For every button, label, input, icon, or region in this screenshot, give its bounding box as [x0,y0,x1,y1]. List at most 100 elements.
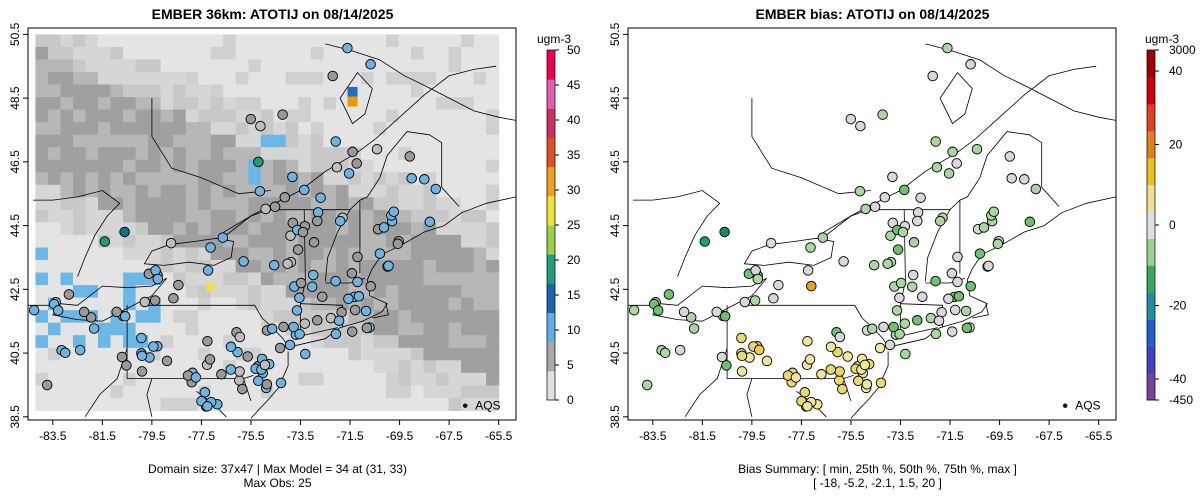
bias-station-marker [802,401,813,412]
grid-cell [260,72,274,86]
bias-station-marker [879,192,891,203]
grid-cell [348,222,362,236]
grid-cell [73,97,87,111]
bias-y-tick-label: 44.5 [608,214,622,238]
grid-cell [148,122,162,136]
grid-cell [473,147,487,161]
grid-cell [35,159,49,173]
grid-cell [185,310,199,324]
grid-cell [348,184,362,198]
grid-cell [285,159,299,173]
grid-cell [73,172,87,186]
grid-cell [310,122,324,136]
station-marker [165,237,177,249]
grid-cell [461,34,475,48]
grid-cell [210,222,224,236]
grid-cell [486,159,500,173]
grid-cell [323,360,337,374]
grid-cell [198,34,212,48]
bias-station-marker [866,323,878,335]
grid-cell [373,272,387,286]
grid-cell [486,310,500,324]
station-marker [424,216,436,228]
bias-station-marker [739,296,751,308]
bias-colorbar-segment [1147,50,1155,78]
grid-cell [235,109,249,123]
grid-cell [223,272,237,286]
grid-cell [123,59,137,73]
model-map-panel: EMBER 36km: ATOTIJ on 08/14/2025 -83.5 -8… [8,6,581,490]
grid-cell [160,122,174,136]
station-marker [317,291,328,302]
station-marker [234,375,245,386]
bias-colorbar-segment [1147,157,1155,186]
bias-station-marker [908,237,920,248]
station-marker [327,70,338,82]
grid-cell [210,310,224,324]
grid-cell [448,335,462,349]
grid-cell [135,134,149,148]
grid-cell [35,34,49,48]
grid-cell [160,209,174,223]
bias-lake-erie [652,277,768,322]
grid-cell [473,97,487,111]
bias-station-marker [875,377,887,389]
grid-cell [110,59,124,73]
bias-station-marker [930,136,941,147]
grid-cell [386,372,400,386]
grid-cell [85,197,99,211]
grid-cell [348,372,362,386]
grid-cell [423,147,437,161]
colorbar-tick-label: 15 [567,288,581,302]
colorbar-segment [547,79,555,109]
grid-cell [48,122,62,136]
grid-cell [73,46,87,60]
grid-cell [60,310,74,324]
grid-cell [335,234,349,248]
grid-cell [323,184,337,198]
grid-cell [85,84,99,98]
grid-cell [373,109,387,123]
grid-cell [123,197,137,211]
grid-cell [298,385,312,399]
grid-cell [423,397,437,411]
colorbar-segment [547,254,555,284]
grid-cell [360,247,374,261]
grid-cell [235,59,249,73]
grid-cell [135,72,149,86]
grid-cell [98,297,112,311]
grid-cell [448,310,462,324]
bias-station-marker [736,350,748,362]
grid-cell [473,310,487,324]
grid-cell [85,372,99,386]
grid-cell [473,322,487,336]
grid-cell [173,360,187,374]
grid-cell [110,34,124,48]
station-marker [299,184,310,196]
model-coastline-5 [33,190,121,277]
grid-cell [98,397,112,411]
grid-cell [198,297,212,311]
station-marker [136,332,147,344]
grid-cell [486,297,500,311]
bias-station-marker [892,244,904,255]
station-marker [234,366,245,377]
grid-cell [160,159,174,173]
grid-cell [85,184,99,198]
grid-cell [448,197,462,211]
grid-cell [310,84,324,98]
grid-cell [173,322,187,336]
grid-cell [85,59,99,73]
grid-cell [185,97,199,111]
model-x-tick-label: -71.5 [336,429,364,443]
grid-cell [160,97,174,111]
grid-cell [398,209,412,223]
grid-cell [123,335,137,349]
grid-cell [285,134,299,148]
grid-cell [423,322,437,336]
station-marker [342,42,353,54]
grid-cell [185,84,199,98]
grid-cell [260,97,274,111]
bias-station-marker [804,354,816,365]
grid-cell [248,385,262,399]
